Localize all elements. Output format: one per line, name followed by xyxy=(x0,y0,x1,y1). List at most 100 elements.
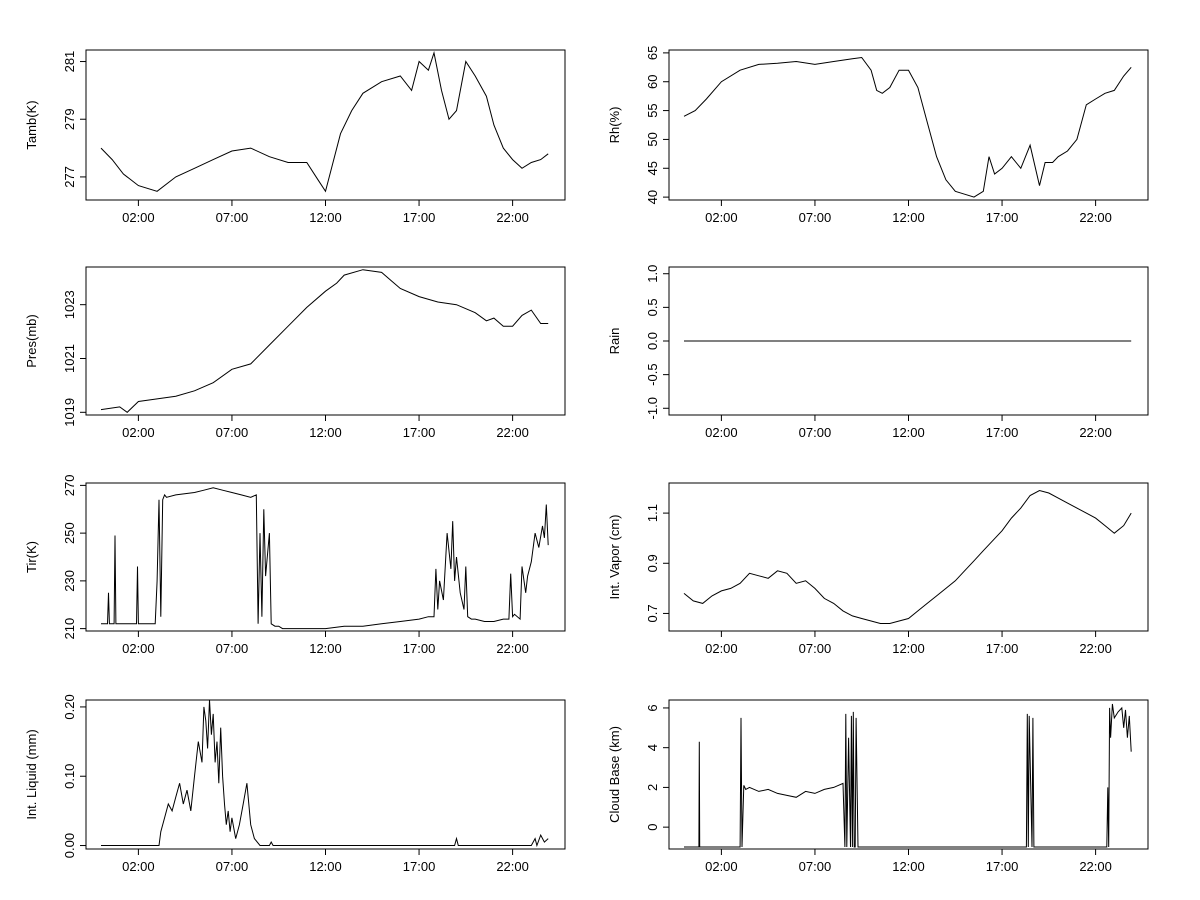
x-tick-label: 17:00 xyxy=(403,210,436,225)
y-axis-title: Rain xyxy=(607,328,622,355)
x-tick-label: 22:00 xyxy=(496,425,529,440)
y-tick-label: 0 xyxy=(645,824,660,831)
x-tick-label: 17:00 xyxy=(403,425,436,440)
y-tick-label: 1023 xyxy=(62,290,77,319)
x-tick-label: 12:00 xyxy=(309,641,342,656)
x-tick-label: 22:00 xyxy=(496,210,529,225)
x-tick-label: 17:00 xyxy=(403,859,436,874)
x-tick-label: 17:00 xyxy=(403,641,436,656)
x-tick-label: 07:00 xyxy=(216,210,249,225)
x-tick-label: 02:00 xyxy=(122,425,155,440)
plot-frame xyxy=(668,49,1149,201)
y-tick-label: 1021 xyxy=(62,344,77,373)
panel-tir: 02:00 07:00 12:00 17:00 22:00 210 230 250 270 Tir… xyxy=(24,475,566,656)
panel-cloudbase: 02:00 07:00 12:00 17:00 22:00 0 2 4 6 Cloud Base … xyxy=(607,699,1149,874)
x-tick-label: 12:00 xyxy=(892,641,925,656)
y-tick-label: 0.00 xyxy=(62,833,77,858)
y-tick-label: 0.7 xyxy=(645,604,660,622)
y-axis-title: Int. Vapor (cm) xyxy=(607,514,622,599)
x-tick-label: 17:00 xyxy=(986,210,1019,225)
x-tick-label: 02:00 xyxy=(122,641,155,656)
plot-frame xyxy=(85,266,566,416)
panel-liquid: 02:00 07:00 12:00 17:00 22:00 0.00 0.10 0.20 Int… xyxy=(24,694,566,874)
y-tick-label: 270 xyxy=(62,475,77,497)
x-tick-label: 07:00 xyxy=(216,425,249,440)
x-tick-label: 17:00 xyxy=(986,859,1019,874)
x-tick-label: 07:00 xyxy=(799,210,832,225)
series-line xyxy=(101,699,549,848)
y-tick-label: 40 xyxy=(645,190,660,204)
x-tick-label: 02:00 xyxy=(705,859,738,874)
y-tick-label: 60 xyxy=(645,74,660,88)
panel-vapor: 02:00 07:00 12:00 17:00 22:00 0.7 0.9 1.1 Int. V… xyxy=(607,482,1149,656)
x-tick-label: 17:00 xyxy=(986,641,1019,656)
x-tick-label: 22:00 xyxy=(496,859,529,874)
y-tick-label: 1.1 xyxy=(645,504,660,522)
y-tick-label: 0.9 xyxy=(645,554,660,572)
x-tick-label: 22:00 xyxy=(496,641,529,656)
series-line xyxy=(683,56,1132,198)
y-tick-label: 250 xyxy=(62,522,77,544)
x-tick-label: 22:00 xyxy=(1079,425,1112,440)
x-tick-label: 02:00 xyxy=(705,641,738,656)
panel-pres: 02:00 07:00 12:00 17:00 22:00 1019 1021 1023 Pre… xyxy=(24,266,566,440)
y-axis-title: Rh(%) xyxy=(607,107,622,144)
x-tick-label: 12:00 xyxy=(309,210,342,225)
plot-frame xyxy=(85,699,566,850)
x-tick-label: 12:00 xyxy=(892,425,925,440)
x-tick-label: 07:00 xyxy=(799,859,832,874)
y-axis-title: Pres(mb) xyxy=(24,314,39,367)
y-tick-label: 2 xyxy=(645,784,660,791)
x-tick-label: 12:00 xyxy=(309,859,342,874)
plot-frame xyxy=(668,482,1149,632)
y-tick-label: 279 xyxy=(62,108,77,130)
y-tick-label: 55 xyxy=(645,103,660,117)
y-tick-label: 45 xyxy=(645,161,660,175)
series-line xyxy=(101,487,549,630)
x-tick-label: 02:00 xyxy=(122,210,155,225)
x-tick-label: 07:00 xyxy=(216,641,249,656)
x-tick-label: 22:00 xyxy=(1079,641,1112,656)
y-tick-label: 6 xyxy=(645,704,660,711)
x-tick-label: 07:00 xyxy=(216,859,249,874)
y-tick-label: 0.5 xyxy=(645,298,660,316)
series-line xyxy=(100,269,549,413)
panel-tamb: 02:00 07:00 12:00 17:00 22:00 277 279 281 Tamb(K… xyxy=(24,49,566,225)
y-tick-label: 0.0 xyxy=(645,332,660,350)
y-axis-title: Cloud Base (km) xyxy=(607,726,622,823)
y-tick-label: 210 xyxy=(62,618,77,640)
x-tick-label: 07:00 xyxy=(799,425,832,440)
y-tick-label: 0.10 xyxy=(62,764,77,789)
y-tick-label: -1.0 xyxy=(645,397,660,419)
y-tick-label: 65 xyxy=(645,46,660,60)
x-tick-label: 22:00 xyxy=(1079,859,1112,874)
series-line xyxy=(683,489,1132,624)
series-line xyxy=(684,703,1132,848)
x-tick-label: 12:00 xyxy=(892,859,925,874)
y-tick-label: -0.5 xyxy=(645,363,660,385)
y-axis-title: Int. Liquid (mm) xyxy=(24,729,39,819)
y-tick-label: 50 xyxy=(645,132,660,146)
x-tick-label: 02:00 xyxy=(705,210,738,225)
series-line xyxy=(100,50,549,193)
x-tick-label: 12:00 xyxy=(892,210,925,225)
y-axis-title: Tir(K) xyxy=(24,541,39,573)
plot-frame xyxy=(85,49,566,201)
y-tick-label: 277 xyxy=(62,166,77,188)
y-tick-label: 1019 xyxy=(62,398,77,427)
x-tick-label: 22:00 xyxy=(1079,210,1112,225)
y-tick-label: 230 xyxy=(62,570,77,592)
x-tick-label: 02:00 xyxy=(122,859,155,874)
x-tick-label: 17:00 xyxy=(986,425,1019,440)
y-tick-label: 4 xyxy=(645,744,660,751)
y-tick-label: 0.20 xyxy=(62,694,77,719)
x-tick-label: 02:00 xyxy=(705,425,738,440)
y-tick-label: 1.0 xyxy=(645,265,660,283)
panel-rh: 02:00 07:00 12:00 17:00 22:00 40 45 50 55 60 65 Rh(… xyxy=(607,46,1149,225)
x-tick-label: 07:00 xyxy=(799,641,832,656)
panel-rain: 02:00 07:00 12:00 17:00 22:00 -1.0 -0.5 0.0 0.5 1… xyxy=(607,265,1149,440)
x-tick-label: 12:00 xyxy=(309,425,342,440)
y-axis-title: Tamb(K) xyxy=(24,100,39,149)
y-tick-label: 281 xyxy=(62,51,77,73)
